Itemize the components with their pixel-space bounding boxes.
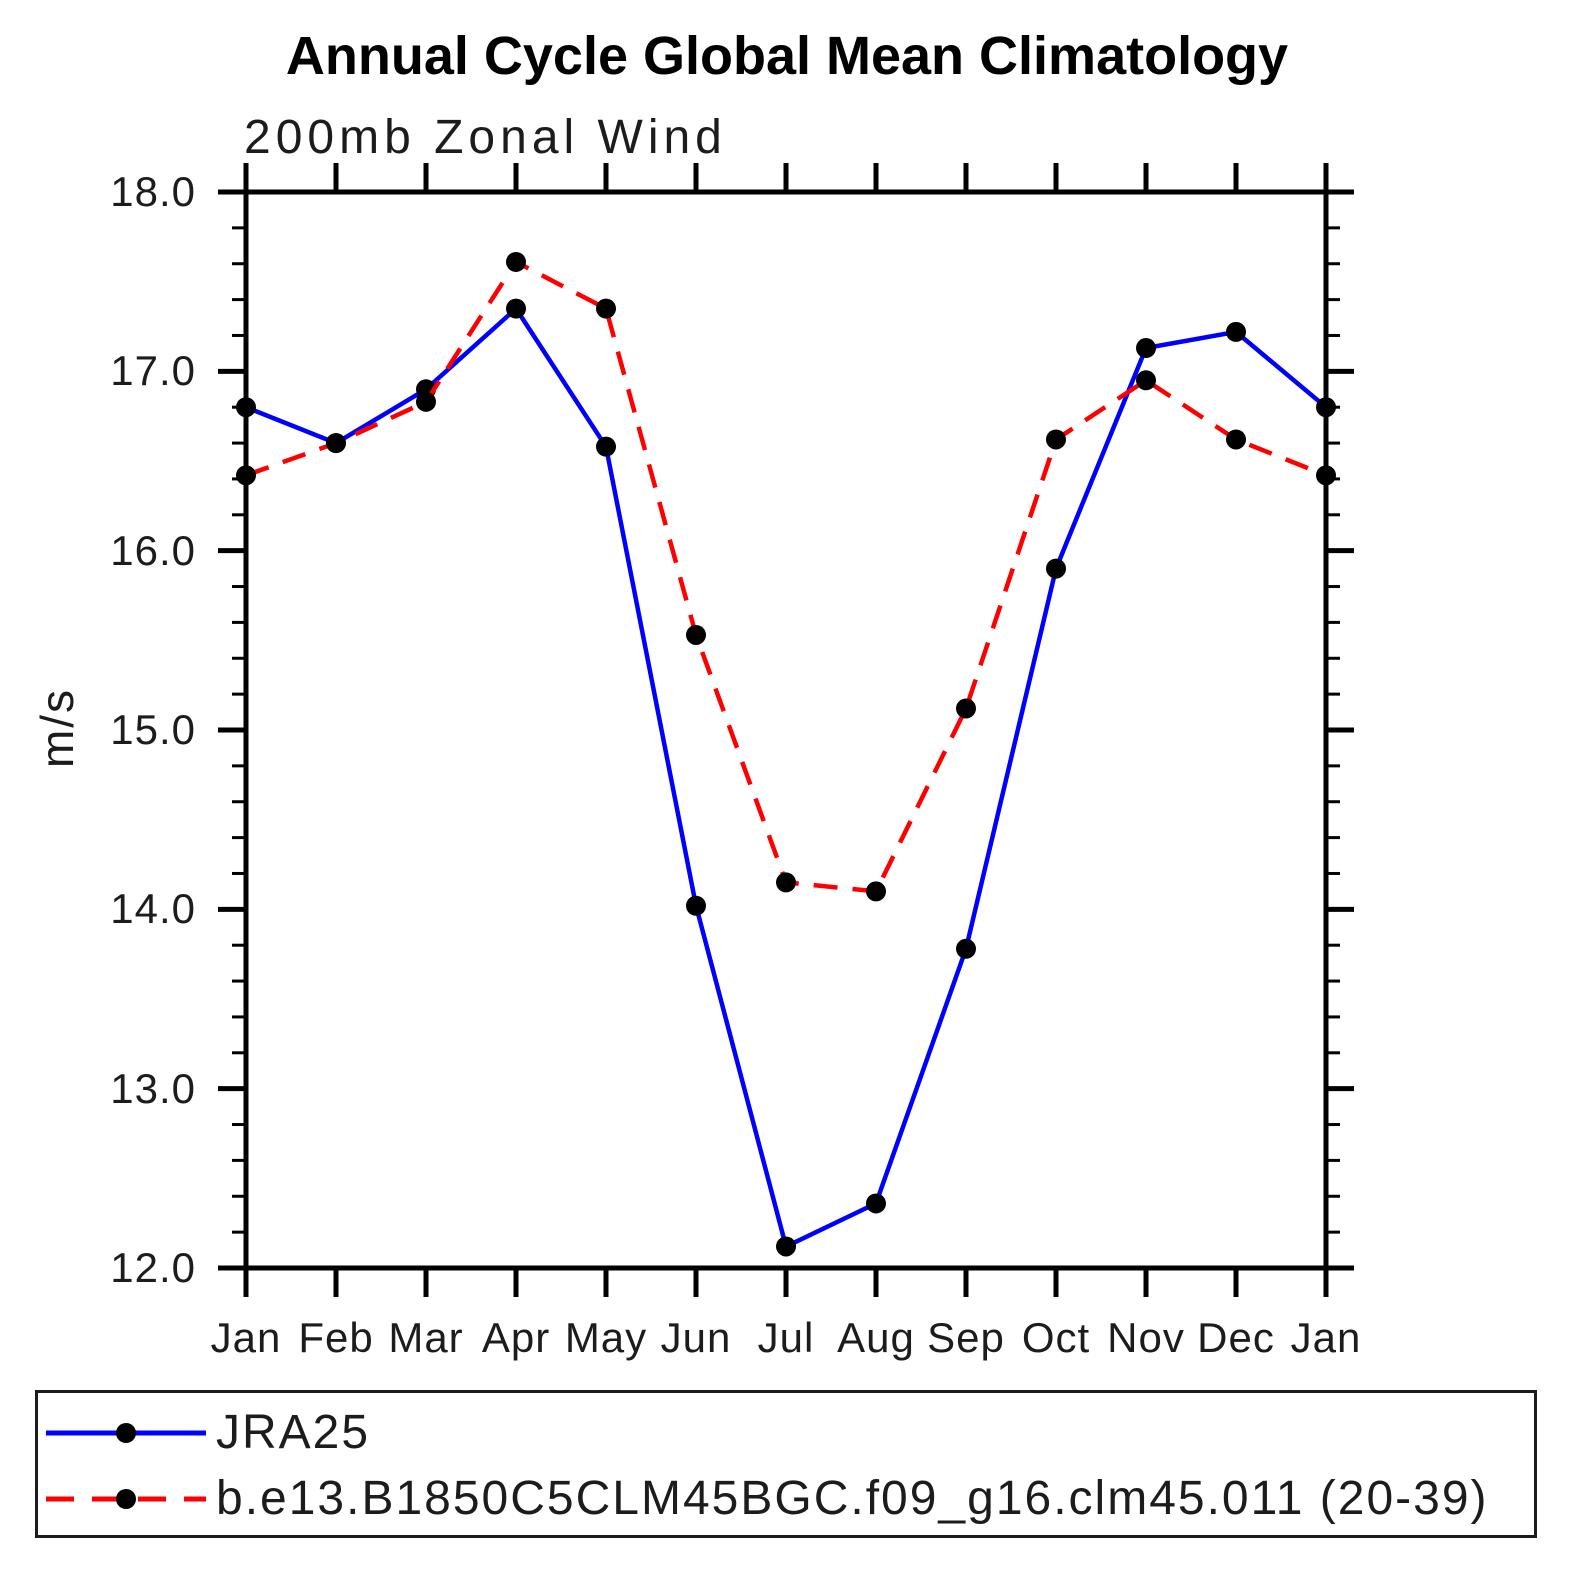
chart-subtitle: 200mb Zonal Wind xyxy=(244,111,727,164)
data-point-marker xyxy=(1226,429,1246,450)
y-tick-label: 18.0 xyxy=(110,168,196,215)
data-point-marker xyxy=(776,1236,796,1257)
y-tick-label: 16.0 xyxy=(110,526,196,574)
legend-label: b.e13.B1850C5CLM45BGC.f09_g16.clm45.011 … xyxy=(216,1472,1489,1525)
data-point-marker xyxy=(506,251,526,272)
data-point-marker xyxy=(236,465,256,486)
x-tick-label: Mar xyxy=(388,1314,464,1361)
data-point-marker xyxy=(866,881,886,902)
x-tick-label: Aug xyxy=(837,1314,915,1361)
series-line-1 xyxy=(245,258,1327,894)
x-tick-label: Dec xyxy=(1197,1314,1275,1361)
x-tick-label: Feb xyxy=(298,1314,374,1361)
data-point-marker xyxy=(776,872,796,893)
data-point-marker xyxy=(956,698,976,719)
data-point-marker xyxy=(686,895,706,916)
legend-entry-jra25: JRA25 xyxy=(44,1406,371,1459)
y-tick-label: 12.0 xyxy=(110,1244,196,1291)
series-line-0 xyxy=(245,305,1328,1250)
data-point-marker xyxy=(416,391,436,412)
data-point-marker xyxy=(1046,558,1066,579)
legend-marker-dot xyxy=(116,1489,136,1509)
x-tick-label: Jul xyxy=(757,1314,815,1361)
x-tick-label: Oct xyxy=(1021,1314,1091,1361)
data-point-marker xyxy=(1316,397,1336,418)
data-point-marker xyxy=(236,397,256,418)
data-point-marker xyxy=(596,298,616,319)
data-point-marker xyxy=(1136,370,1156,391)
series-1 xyxy=(236,251,1336,902)
x-tick-label: May xyxy=(564,1314,648,1361)
data-point-marker xyxy=(1136,338,1156,359)
legend-label: JRA25 xyxy=(216,1406,371,1459)
legend-marker-dot xyxy=(116,1423,136,1443)
data-point-marker xyxy=(866,1193,886,1214)
chart-title: Annual Cycle Global Mean Climatology xyxy=(285,26,1289,86)
legend-box: JRA25 b.e13.B1850C5CLM45BGC.f09_g16.clm4… xyxy=(35,1390,1537,1538)
data-point-marker xyxy=(1316,465,1336,486)
data-point-marker xyxy=(596,436,616,457)
legend-line-sample-solid xyxy=(46,1423,206,1443)
x-tick-label: Jun xyxy=(660,1314,732,1361)
x-tick-label: Jan xyxy=(1290,1314,1362,1361)
y-tick-label: 13.0 xyxy=(110,1064,196,1112)
data-point-marker xyxy=(1226,321,1246,342)
plot-frame xyxy=(243,189,1329,1271)
data-point-marker xyxy=(1046,429,1066,450)
data-point-marker xyxy=(686,624,706,645)
data-point-marker xyxy=(326,433,346,454)
data-point-marker xyxy=(956,938,976,959)
x-tick-label: Apr xyxy=(481,1314,551,1361)
legend-entry-model: b.e13.B1850C5CLM45BGC.f09_g16.clm45.011 … xyxy=(44,1472,1489,1525)
data-point-marker xyxy=(506,298,526,319)
x-tick-label: Jan xyxy=(210,1314,282,1361)
y-tick-label: 14.0 xyxy=(110,885,196,933)
series-0 xyxy=(236,298,1336,1257)
y-tick-label: 15.0 xyxy=(110,706,196,753)
legend-line-sample-dashed xyxy=(46,1489,206,1509)
y-tick-label: 17.0 xyxy=(110,347,196,395)
x-tick-label: Sep xyxy=(927,1314,1005,1361)
axis-ticks xyxy=(218,163,1354,1297)
x-tick-label: Nov xyxy=(1107,1314,1185,1361)
